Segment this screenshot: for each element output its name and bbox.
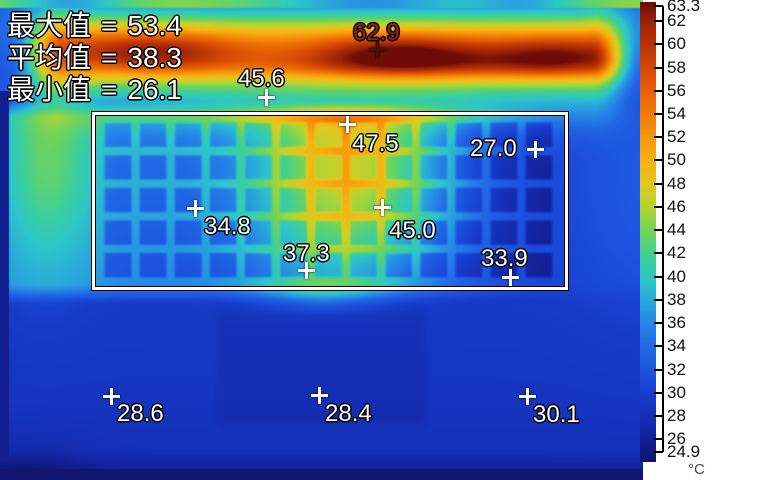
scale-tick bbox=[654, 159, 663, 162]
scale-tick-label: 60 bbox=[667, 34, 686, 54]
spot-temperature-label: 28.4 bbox=[325, 400, 372, 427]
spot-cross-icon[interactable] bbox=[374, 199, 391, 216]
spot-temperature-label: 28.6 bbox=[117, 400, 164, 427]
scale-tick-label: 40 bbox=[667, 266, 686, 286]
scale-tick bbox=[654, 322, 663, 325]
scale-tick-label: 52 bbox=[667, 127, 686, 147]
stat-mean: 平均值 = 38.3 bbox=[7, 42, 182, 74]
scale-tick-label: 42 bbox=[667, 243, 686, 263]
temperature-scale: 63.3 62 60 58 56 54 52 50 48 46 44 42 40 38 36 34 32 30 28… bbox=[640, 0, 760, 480]
scale-tick-label: 28 bbox=[667, 405, 686, 425]
stat-value: 38.3 bbox=[127, 42, 182, 73]
stat-label: 最小值 bbox=[7, 74, 92, 105]
scale-tick bbox=[654, 136, 663, 139]
scale-tick bbox=[654, 391, 663, 394]
scale-tick bbox=[654, 5, 663, 7]
scale-tick bbox=[654, 20, 663, 23]
scale-tick bbox=[654, 368, 663, 371]
scale-tick-label: 46 bbox=[667, 196, 686, 216]
spot-cross-icon[interactable] bbox=[258, 89, 275, 106]
scale-tick-label: 56 bbox=[667, 80, 686, 100]
scale-tick bbox=[654, 451, 663, 453]
spot-cross-icon[interactable] bbox=[339, 116, 356, 133]
scale-tick-label: 36 bbox=[667, 313, 686, 333]
scale-tick-label: 62 bbox=[667, 11, 686, 31]
stat-value: 53.4 bbox=[127, 10, 182, 41]
scale-tick bbox=[654, 113, 663, 116]
scale-tick bbox=[654, 252, 663, 255]
scale-tick-label: 50 bbox=[667, 150, 686, 170]
stat-equals: = bbox=[101, 74, 118, 105]
spot-temperature-label: 33.9 bbox=[481, 245, 528, 272]
spot-cross-icon[interactable] bbox=[311, 387, 328, 404]
scale-tick-label: 38 bbox=[667, 289, 686, 309]
stat-label: 最大值 bbox=[7, 10, 92, 41]
scale-axis bbox=[662, 6, 664, 452]
spot-cross-icon[interactable] bbox=[502, 269, 519, 286]
temperature-unit: °C bbox=[688, 461, 705, 478]
scale-tick bbox=[654, 89, 663, 92]
scale-tick-label: 26 bbox=[667, 429, 686, 449]
spot-cross-icon[interactable] bbox=[527, 141, 544, 158]
stat-max: 最大值 = 53.4 bbox=[7, 10, 182, 42]
scale-tick bbox=[654, 66, 663, 69]
scale-tick bbox=[654, 182, 663, 185]
scale-tick-label: 58 bbox=[667, 57, 686, 77]
scale-tick-label: 32 bbox=[667, 359, 686, 379]
stat-label: 平均值 bbox=[7, 42, 92, 73]
spot-temperature-label: 45.6 bbox=[238, 65, 285, 92]
thermal-heatmap-canvas bbox=[0, 0, 643, 480]
scale-tick bbox=[654, 438, 663, 441]
statistics-overlay: 最大值 = 53.4 平均值 = 38.3 最小值 = 26.1 bbox=[7, 10, 182, 106]
scale-tick bbox=[654, 298, 663, 301]
colorbar bbox=[640, 2, 656, 462]
stat-equals: = bbox=[101, 10, 118, 41]
thermal-image: 62.9 45.6 47.5 27.0 34.8 45.0 37.3 33.9 28.6 28.4… bbox=[0, 0, 643, 480]
spot-temperature-label: 45.0 bbox=[389, 217, 436, 244]
spot-cross-icon[interactable] bbox=[298, 262, 315, 279]
scale-tick-label: 63.3 bbox=[667, 0, 701, 15]
scale-tick bbox=[654, 345, 663, 348]
spot-temperature-label: 30.1 bbox=[533, 401, 580, 428]
scale-tick bbox=[654, 205, 663, 208]
scale-tick-label: 48 bbox=[667, 173, 686, 193]
scale-tick-label: 54 bbox=[667, 104, 686, 124]
spot-temperature-label: 47.5 bbox=[352, 130, 399, 157]
spot-temperature-label: 62.9 bbox=[353, 19, 400, 46]
stat-min: 最小值 = 26.1 bbox=[7, 74, 182, 106]
spot-cross-icon[interactable] bbox=[187, 200, 204, 217]
scale-tick bbox=[654, 43, 663, 46]
scale-tick-label: 44 bbox=[667, 220, 686, 240]
scale-tick bbox=[654, 275, 663, 278]
spot-temperature-label: 34.8 bbox=[204, 213, 251, 240]
scale-tick bbox=[654, 414, 663, 417]
scale-tick-label: 24.9 bbox=[667, 442, 701, 461]
spot-temperature-label: 27.0 bbox=[470, 135, 517, 162]
stat-value: 26.1 bbox=[127, 74, 182, 105]
measurement-area-rectangle[interactable] bbox=[92, 112, 568, 290]
scale-tick bbox=[654, 229, 663, 232]
scale-tick-label: 30 bbox=[667, 382, 686, 402]
spot-cross-icon[interactable] bbox=[369, 41, 386, 58]
spot-temperature-label: 37.3 bbox=[283, 240, 330, 267]
spot-cross-icon[interactable] bbox=[103, 388, 120, 405]
stat-equals: = bbox=[101, 42, 118, 73]
spot-cross-icon[interactable] bbox=[519, 388, 536, 405]
scale-tick-label: 34 bbox=[667, 336, 686, 356]
